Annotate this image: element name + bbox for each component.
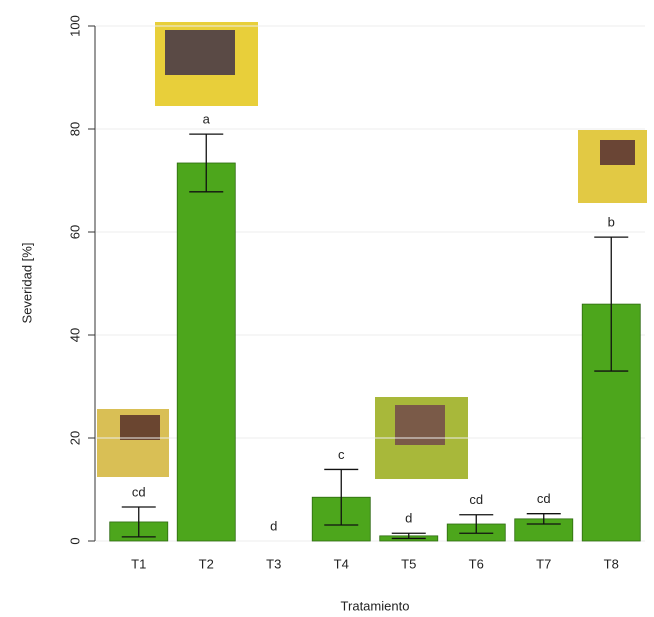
y-tick-label: 60 [67, 225, 82, 239]
y-tick-label: 80 [67, 122, 82, 136]
x-tick-label: T3 [266, 556, 281, 571]
y-axis-label: Severidad [%] [19, 243, 34, 324]
x-tick-label: T1 [131, 556, 146, 571]
significance-letter: cd [537, 491, 551, 506]
y-tick-label: 100 [67, 15, 82, 37]
significance-letter: cd [469, 492, 483, 507]
photo-detail [600, 140, 635, 165]
x-axis-label: Tratamiento [341, 598, 410, 613]
y-tick-label: 20 [67, 431, 82, 445]
significance-letter: a [203, 112, 211, 127]
x-tick-label: T5 [401, 556, 416, 571]
significance-letter: b [608, 215, 615, 230]
x-tick-label: T8 [604, 556, 619, 571]
photo-detail [395, 405, 445, 445]
x-tick-label: T4 [334, 556, 349, 571]
significance-letter: d [405, 511, 412, 526]
significance-letter: cd [132, 484, 146, 499]
y-tick-label: 40 [67, 328, 82, 342]
significance-letter: d [270, 518, 277, 533]
bar [176, 162, 236, 542]
x-tick-label: T2 [199, 556, 214, 571]
significance-letter: c [338, 447, 345, 462]
x-tick-label: T7 [536, 556, 551, 571]
y-tick-label: 0 [67, 537, 82, 544]
x-tick-label: T6 [469, 556, 484, 571]
photo-detail [165, 30, 235, 75]
photo-detail [120, 415, 160, 440]
